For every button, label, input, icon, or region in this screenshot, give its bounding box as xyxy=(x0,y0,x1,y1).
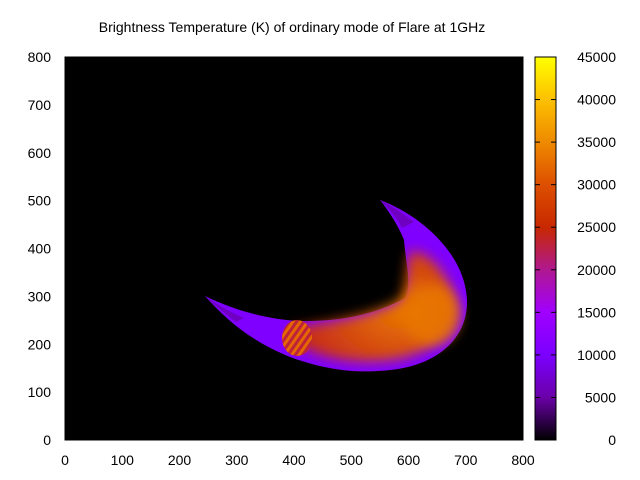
plot-background xyxy=(65,57,523,440)
colorbar-tick-label: 20000 xyxy=(577,262,616,278)
colorbar-tick-label: 5000 xyxy=(585,389,616,405)
y-tick-label: 200 xyxy=(28,336,52,352)
loop-structure xyxy=(205,200,468,372)
y-tick-label: 800 xyxy=(28,49,52,65)
colorbar-tick-label: 30000 xyxy=(577,177,616,193)
chart-title: Brightness Temperature (K) of ordinary m… xyxy=(99,19,485,35)
x-tick-label: 300 xyxy=(225,452,249,468)
colorbar xyxy=(534,56,557,441)
y-tick-label: 400 xyxy=(28,241,52,257)
y-tick-label: 500 xyxy=(28,193,52,209)
loop-top-bright xyxy=(404,285,460,345)
colorbar-tick-label: 35000 xyxy=(577,134,616,150)
x-tick-label: 500 xyxy=(340,452,364,468)
colorbar-tick-label: 10000 xyxy=(577,347,616,363)
colorbar-tick-label: 25000 xyxy=(577,219,616,235)
x-tick-label: 0 xyxy=(61,452,69,468)
y-tick-label: 300 xyxy=(28,288,52,304)
loop-footpoint-tail-left xyxy=(205,296,244,322)
x-tick-label: 600 xyxy=(397,452,421,468)
striped-source xyxy=(282,320,312,356)
x-tick-label: 800 xyxy=(511,452,535,468)
colorbar-tick-label: 0 xyxy=(608,432,616,448)
y-tick-label: 600 xyxy=(28,145,52,161)
y-tick-label: 100 xyxy=(28,384,52,400)
y-tick-label: 0 xyxy=(43,432,51,448)
loop-footpoint-tail-right xyxy=(380,200,414,228)
x-tick-label: 700 xyxy=(454,452,478,468)
x-tick-label: 400 xyxy=(282,452,306,468)
colorbar-tick-label: 15000 xyxy=(577,304,616,320)
colorbar-tick-label: 45000 xyxy=(577,49,616,65)
x-tick-label: 100 xyxy=(111,452,135,468)
colorbar-tick-label: 40000 xyxy=(577,92,616,108)
x-tick-label: 200 xyxy=(168,452,192,468)
x-axis: 0 100 200 300 400 500 600 700 800 xyxy=(61,57,535,468)
y-tick-label: 700 xyxy=(28,97,52,113)
y-axis: 0 100 200 300 400 500 600 700 800 xyxy=(28,49,523,448)
colorbar-axis: 0 5000 10000 15000 20000 25000 30000 35000 40000… xyxy=(535,49,616,448)
